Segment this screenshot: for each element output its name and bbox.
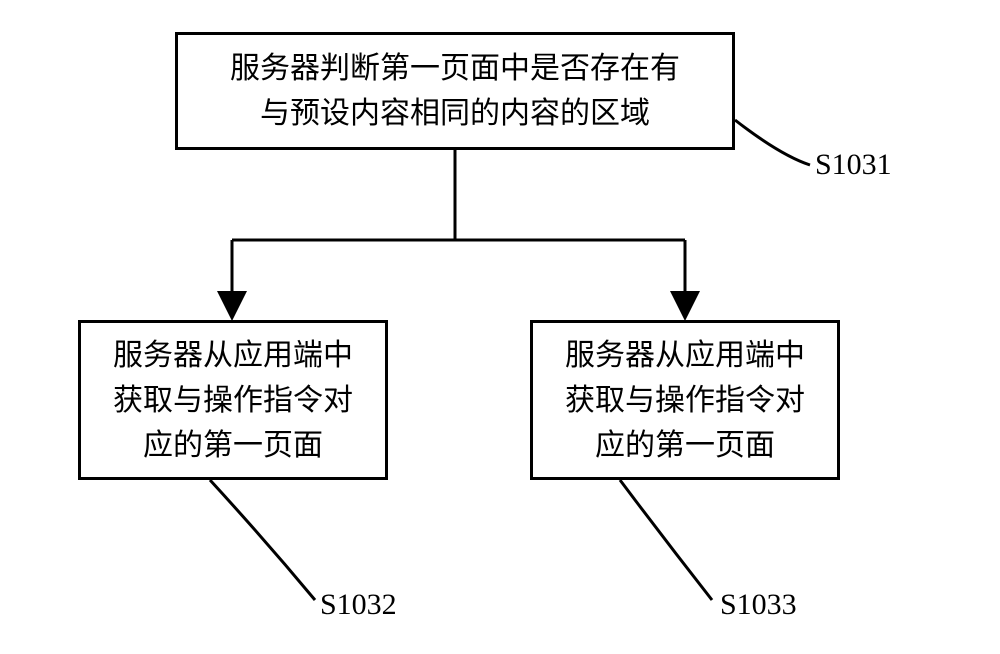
label-s1032-text: S1032 bbox=[320, 588, 397, 621]
label-s1031: S1031 bbox=[815, 148, 892, 182]
label-s1031-text: S1031 bbox=[815, 148, 892, 181]
flowchart-edges bbox=[0, 0, 1000, 654]
label-s1033-text: S1033 bbox=[720, 588, 797, 621]
label-s1032: S1032 bbox=[320, 588, 397, 622]
label-s1033: S1033 bbox=[720, 588, 797, 622]
